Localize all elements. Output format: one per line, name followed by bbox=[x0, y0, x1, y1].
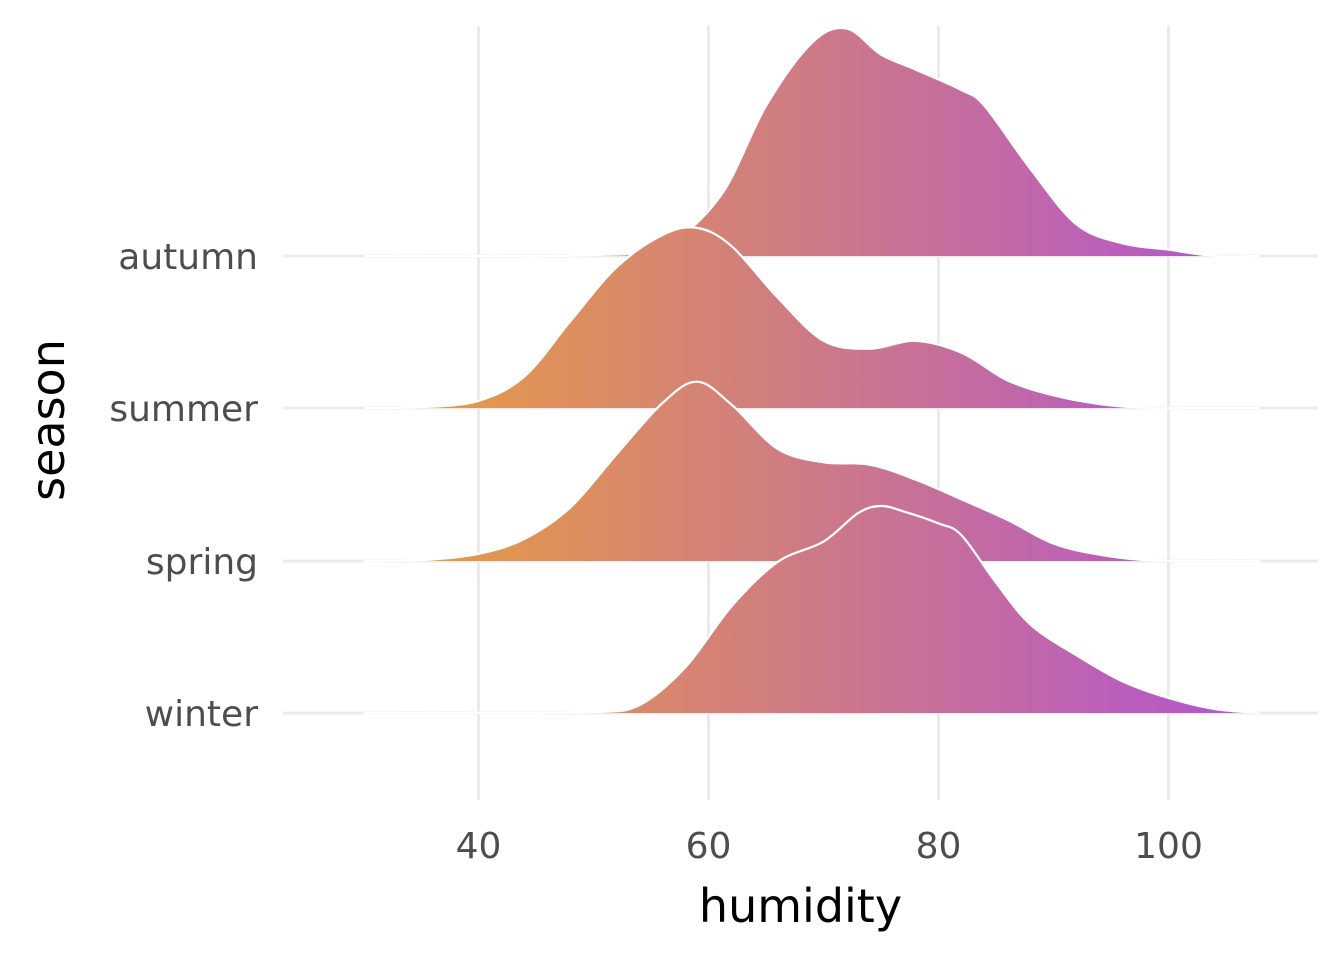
y-tick-label-spring: spring bbox=[146, 542, 258, 583]
ridge-outline-autumn bbox=[363, 26, 1261, 258]
x-tick-label-80: 80 bbox=[916, 826, 962, 867]
x-tick-label-60: 60 bbox=[686, 826, 732, 867]
y-tick-label-winter: winter bbox=[145, 694, 259, 735]
ridge-outline-summer bbox=[363, 226, 1261, 410]
ridge-area-summer bbox=[363, 227, 1261, 409]
ridge-winter bbox=[363, 504, 1261, 715]
ridge-area-spring bbox=[363, 381, 1261, 562]
y-axis-tick-labels: winter spring summer autumn bbox=[109, 237, 258, 735]
y-axis-title: season bbox=[21, 339, 75, 501]
ridge-summer bbox=[363, 226, 1261, 410]
x-tick-label-100: 100 bbox=[1134, 826, 1203, 867]
ridge-area-winter bbox=[363, 506, 1261, 714]
x-axis-title: humidity bbox=[699, 879, 902, 933]
ridge-area-autumn bbox=[363, 27, 1261, 257]
ridge-spring bbox=[363, 380, 1261, 563]
density-ridges bbox=[363, 26, 1261, 715]
x-axis-tick-labels: 40 60 80 100 bbox=[456, 826, 1203, 867]
y-tick-label-autumn: autumn bbox=[118, 237, 258, 278]
x-tick-label-40: 40 bbox=[456, 826, 502, 867]
y-tick-label-summer: summer bbox=[109, 389, 258, 430]
ridge-outline-spring bbox=[363, 380, 1261, 563]
ridge-outline-winter bbox=[363, 504, 1261, 715]
ridge-autumn bbox=[363, 26, 1261, 258]
